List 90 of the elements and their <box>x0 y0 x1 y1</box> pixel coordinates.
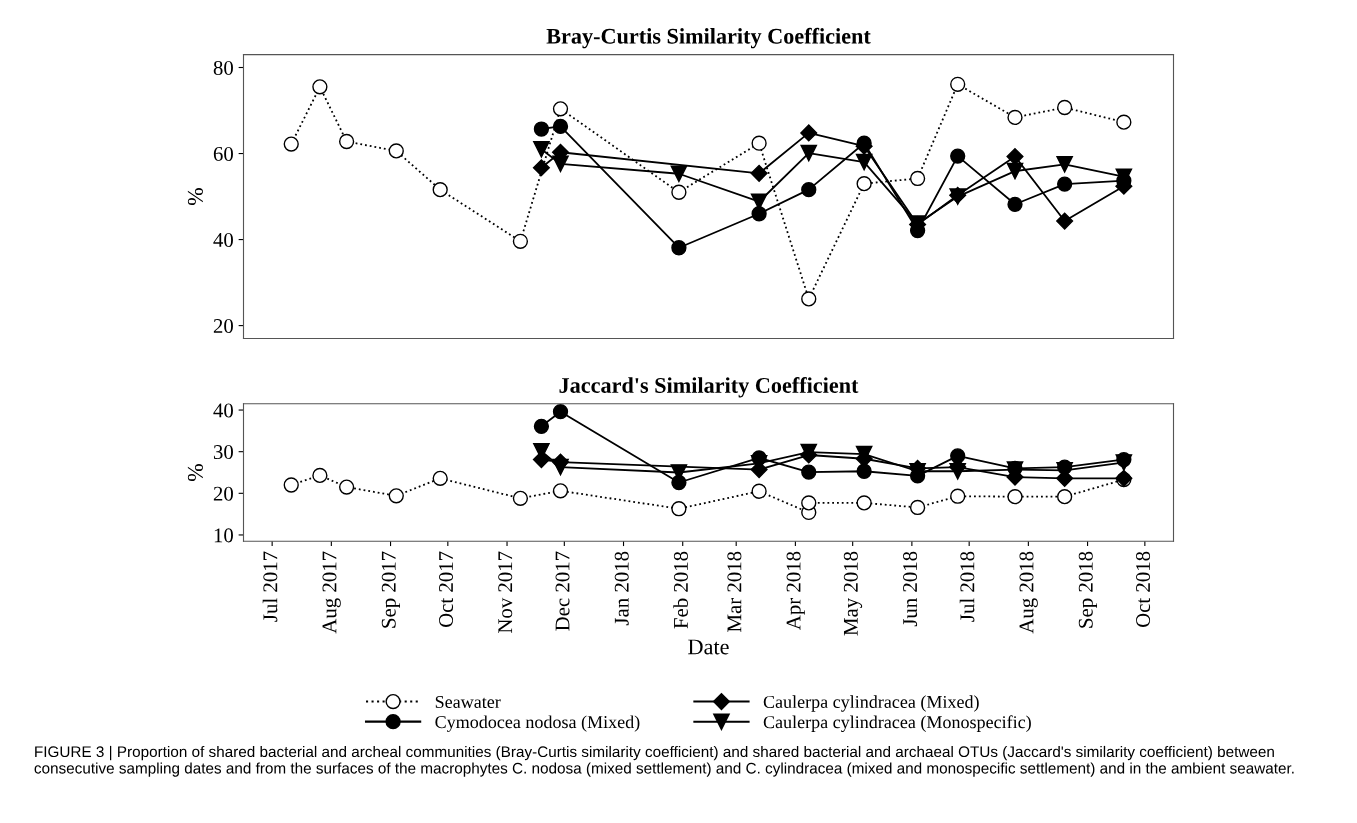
chart-title: Jaccard's Similarity Coefficient <box>559 377 859 398</box>
point <box>1006 162 1024 180</box>
point <box>801 464 817 480</box>
point <box>909 499 926 516</box>
point <box>432 182 448 198</box>
point <box>1057 99 1073 116</box>
point <box>1057 176 1073 192</box>
x-tick-label: Jun 2018 <box>903 551 918 627</box>
point <box>1007 196 1023 212</box>
point <box>552 101 569 117</box>
x-tick-label: Feb 2018 <box>673 551 688 629</box>
x-tick-label: Dec 2017 <box>555 551 570 631</box>
y-tick-label: 20 <box>213 486 233 501</box>
y-tick-label: 40 <box>213 403 233 418</box>
point <box>750 164 768 182</box>
point <box>751 483 767 499</box>
point <box>801 495 817 511</box>
point <box>533 121 550 137</box>
point <box>338 479 355 495</box>
point <box>1057 489 1073 505</box>
y-tick-label: 30 <box>213 445 233 460</box>
point <box>552 155 569 173</box>
y-tick-label: 80 <box>213 60 233 75</box>
point <box>552 483 569 499</box>
y-tick-label: 20 <box>213 318 233 334</box>
x-tick-label: Nov 2017 <box>498 551 513 634</box>
point <box>950 76 966 92</box>
y-tick-label: 60 <box>213 146 233 161</box>
x-tick-label: Jan 2018 <box>614 551 629 626</box>
point <box>312 467 328 484</box>
point <box>949 462 967 480</box>
point <box>283 136 299 152</box>
point <box>1007 109 1023 126</box>
point <box>855 153 873 171</box>
point <box>751 135 767 151</box>
point <box>283 477 299 493</box>
legend-label: Caulerpa cylindracea (Mixed) <box>763 695 979 712</box>
point <box>533 140 550 158</box>
point <box>671 184 687 200</box>
point <box>800 124 818 142</box>
point <box>512 490 529 506</box>
point <box>312 79 328 95</box>
legend-label: Cymodocea nodosa (Mixed) <box>435 715 640 732</box>
point <box>950 488 966 504</box>
x-tick-label: Apr 2018 <box>786 551 805 630</box>
point <box>1116 114 1132 130</box>
y-axis-title: % <box>187 188 203 206</box>
caption: FIGURE 3 | Proportion of shared bacterial and archeal communities (Bray-Curtis similarity coefficient) and shared bacterial and archaeal OTUs (Jaccard's similarity coefficient) between consecutive sampling dates and from the surfaces of the macrophytes C. nodosa (mixed settlement) and C. cylindracea (mixed and monospecific settlement) and in the ambient seawater. <box>34 745 1294 777</box>
point <box>552 458 569 476</box>
x-tick-label: Jul 2018 <box>959 551 975 622</box>
point <box>856 176 872 192</box>
point <box>909 170 926 187</box>
point <box>388 143 404 159</box>
point <box>338 133 355 150</box>
point <box>533 418 550 434</box>
y-tick-label: 10 <box>214 528 233 543</box>
x-tick-label: Sep 2018 <box>1078 551 1098 628</box>
point <box>432 470 448 486</box>
x-tick-label: Aug 2017 <box>322 551 341 634</box>
point <box>751 206 767 222</box>
point <box>512 233 529 249</box>
legend-label: Caulerpa cylindracea (Monospecific) <box>763 715 1031 732</box>
point <box>801 291 817 307</box>
point <box>388 488 404 504</box>
point <box>552 404 569 420</box>
point <box>950 148 966 164</box>
point <box>552 118 569 135</box>
x-axis-title: Date <box>688 639 729 655</box>
point <box>1007 489 1023 505</box>
x-tick-label: Oct 2017 <box>438 551 454 628</box>
x-tick-label: Jul 2017 <box>262 551 278 622</box>
point <box>671 240 687 256</box>
point <box>856 463 872 479</box>
x-tick-label: Sep 2017 <box>381 551 400 628</box>
point <box>532 159 550 177</box>
x-tick-label: Oct 2018 <box>1136 551 1151 628</box>
point <box>856 495 872 511</box>
point <box>801 182 817 198</box>
y-axis-title: % <box>187 464 203 481</box>
x-tick-label: Aug 2018 <box>1019 551 1038 634</box>
x-tick-label: May 2018 <box>843 551 863 636</box>
legend-label: Seawater <box>435 695 501 709</box>
y-tick-label: 40 <box>213 232 233 247</box>
point <box>1056 212 1074 230</box>
point <box>800 144 818 162</box>
chart-title: Bray-Curtis Similarity Coefficient <box>546 27 871 49</box>
point <box>670 165 688 183</box>
point <box>671 501 687 517</box>
point <box>1056 155 1073 173</box>
x-tick-label: Mar 2018 <box>727 551 742 632</box>
